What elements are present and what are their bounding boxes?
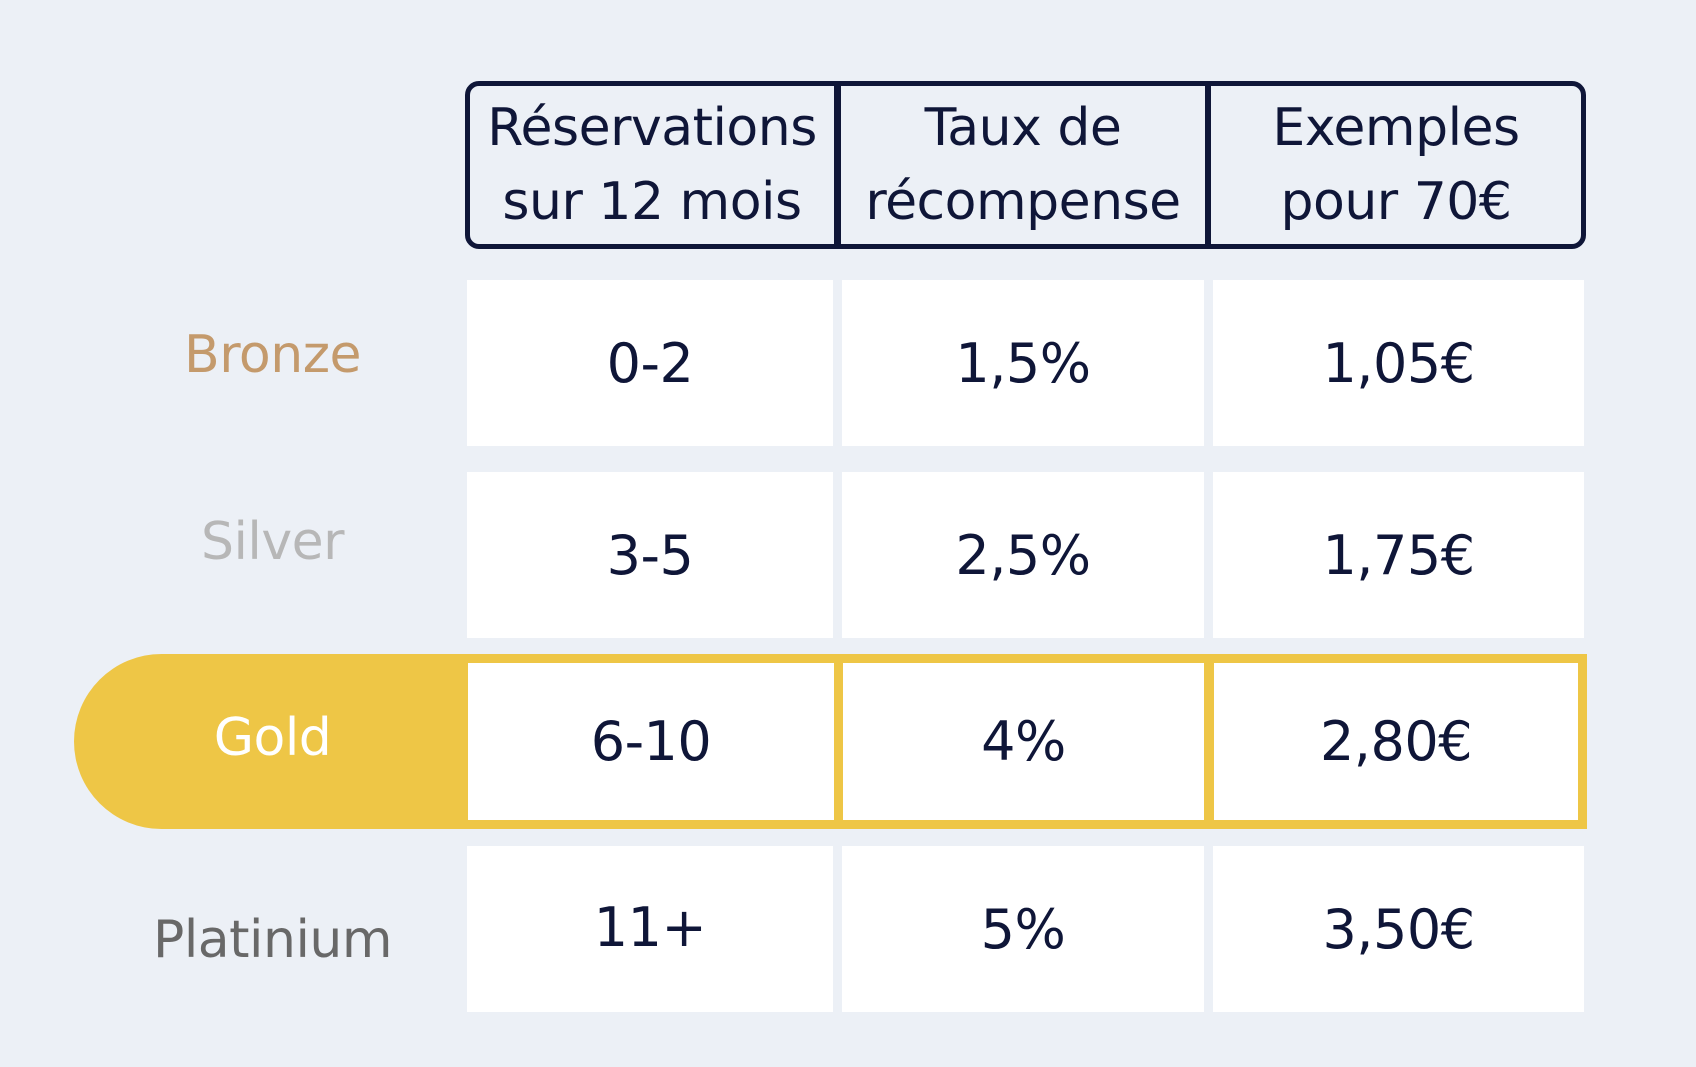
cell-platinium-rate: 5% bbox=[842, 846, 1204, 1012]
cell-platinium-reservations: 11+ bbox=[467, 846, 833, 1012]
header-reservations-line1: Réservations bbox=[487, 98, 817, 158]
cell-gold-reservations: 6-10 bbox=[468, 663, 834, 820]
header-reward-rate-line1: Taux de bbox=[924, 98, 1122, 158]
header-reward-rate: Taux de récompense bbox=[836, 81, 1210, 249]
header-examples-line2: pour 70€ bbox=[1280, 172, 1512, 232]
cell-gold-rate: 4% bbox=[843, 663, 1204, 820]
cell-silver-reservations: 3-5 bbox=[467, 472, 833, 638]
tier-label-bronze: Bronze bbox=[184, 325, 361, 385]
cell-bronze-reservations: 0-2 bbox=[467, 280, 833, 446]
cell-gold-example: 2,80€ bbox=[1214, 663, 1578, 820]
header-examples: Exemples pour 70€ bbox=[1206, 81, 1586, 249]
cell-platinium-example: 3,50€ bbox=[1213, 846, 1584, 1012]
cell-bronze-example: 1,05€ bbox=[1213, 280, 1584, 446]
cell-silver-example: 1,75€ bbox=[1213, 472, 1584, 638]
header-reward-rate-line2: récompense bbox=[865, 172, 1181, 232]
cell-bronze-rate: 1,5% bbox=[842, 280, 1204, 446]
header-reservations: Réservations sur 12 mois bbox=[465, 81, 839, 249]
gold-highlight-pill bbox=[74, 654, 494, 829]
header-examples-line1: Exemples bbox=[1272, 98, 1520, 158]
header-reservations-line2: sur 12 mois bbox=[502, 172, 802, 232]
tier-label-gold: Gold bbox=[213, 708, 332, 768]
tier-label-silver: Silver bbox=[200, 512, 345, 572]
cell-silver-rate: 2,5% bbox=[842, 472, 1204, 638]
tier-label-platinium: Platinium bbox=[152, 910, 393, 970]
